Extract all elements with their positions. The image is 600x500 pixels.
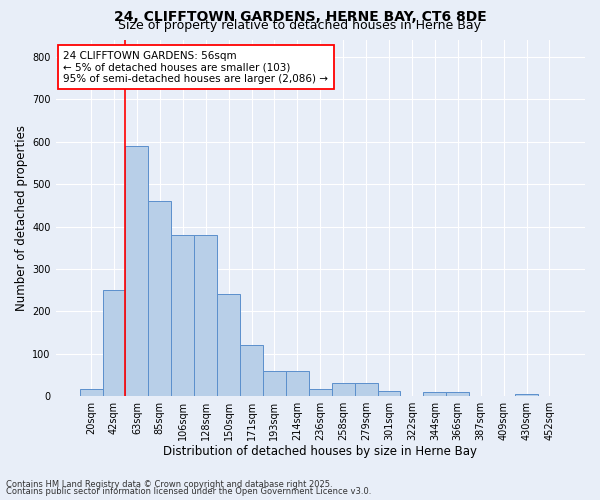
Y-axis label: Number of detached properties: Number of detached properties bbox=[15, 125, 28, 311]
Bar bbox=[194, 235, 217, 396]
Text: Contains public sector information licensed under the Open Government Licence v3: Contains public sector information licen… bbox=[6, 487, 371, 496]
Text: Contains HM Land Registry data © Crown copyright and database right 2025.: Contains HM Land Registry data © Crown c… bbox=[6, 480, 332, 489]
Bar bbox=[125, 146, 148, 396]
Bar bbox=[80, 389, 103, 396]
Bar bbox=[286, 370, 309, 396]
Bar bbox=[446, 392, 469, 396]
Bar bbox=[377, 392, 400, 396]
Bar bbox=[332, 384, 355, 396]
Bar bbox=[171, 235, 194, 396]
Bar bbox=[355, 384, 377, 396]
Bar bbox=[424, 392, 446, 396]
Text: 24 CLIFFTOWN GARDENS: 56sqm
← 5% of detached houses are smaller (103)
95% of sem: 24 CLIFFTOWN GARDENS: 56sqm ← 5% of deta… bbox=[64, 50, 328, 84]
Bar bbox=[309, 389, 332, 396]
Bar bbox=[103, 290, 125, 396]
Bar bbox=[263, 370, 286, 396]
Bar bbox=[148, 201, 171, 396]
Bar bbox=[515, 394, 538, 396]
Bar bbox=[240, 345, 263, 396]
Bar bbox=[217, 294, 240, 396]
Text: Size of property relative to detached houses in Herne Bay: Size of property relative to detached ho… bbox=[119, 19, 482, 32]
X-axis label: Distribution of detached houses by size in Herne Bay: Distribution of detached houses by size … bbox=[163, 444, 477, 458]
Text: 24, CLIFFTOWN GARDENS, HERNE BAY, CT6 8DE: 24, CLIFFTOWN GARDENS, HERNE BAY, CT6 8D… bbox=[113, 10, 487, 24]
